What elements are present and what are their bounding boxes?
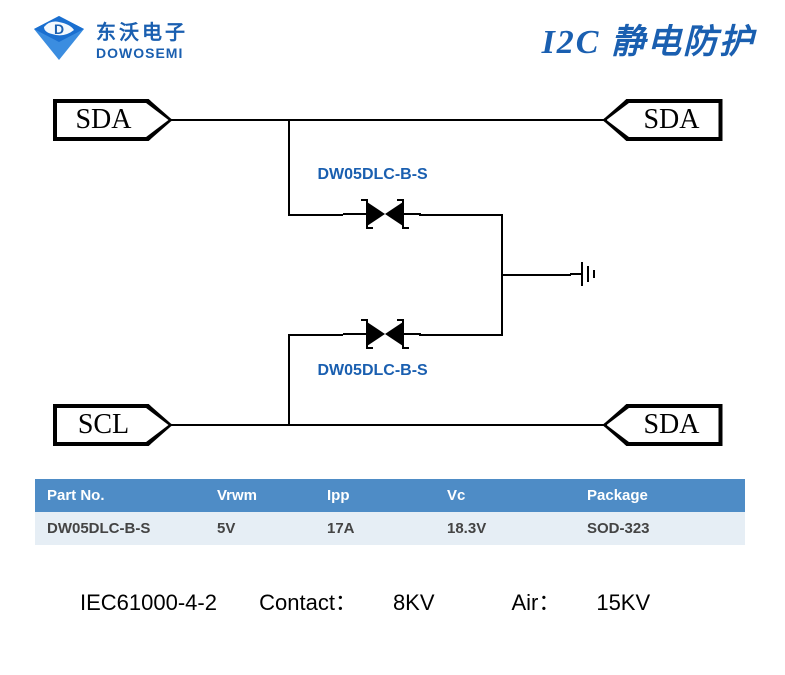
cell-vc: 18.3V	[435, 512, 575, 545]
wire-tvs-top-left	[288, 214, 343, 216]
table-row: DW05DLC-B-S 5V 17A 18.3V SOD-323	[35, 512, 745, 545]
spec-standard: IEC61000-4-2	[80, 590, 217, 615]
schematic-diagram: SDA SDA SCL SDA	[43, 84, 743, 464]
part-label-bottom: DW05DLC-B-S	[318, 362, 428, 380]
wire-tvs-bot-left	[288, 334, 343, 336]
page-title: I2C 静电防护	[542, 14, 755, 63]
header: D 东沃电子 DOWOSEMI I2C 静电防护	[0, 0, 785, 64]
logo-block: D 东沃电子 DOWOSEMI	[30, 12, 188, 64]
ground-icon	[568, 256, 608, 296]
tvs-diode-top	[341, 192, 421, 236]
signal-sda-out-bottom: SDA	[603, 404, 723, 446]
wire-tvs-bot-right	[419, 334, 503, 336]
wire-scl-rise	[288, 334, 290, 426]
col-partno: Part No.	[35, 479, 205, 512]
esd-spec-line: IEC61000-4-2 Contact：8KV Air：15KV	[80, 585, 785, 617]
signal-scl-in: SCL	[53, 404, 173, 446]
col-ipp: Ipp	[315, 479, 435, 512]
wire-tvs-top-right	[419, 214, 503, 216]
table-header-row: Part No. Vrwm Ipp Vc Package	[35, 479, 745, 512]
part-label-top: DW05DLC-B-S	[318, 166, 428, 184]
tvs-diode-bottom	[341, 312, 421, 356]
signal-sda-in-top: SDA	[53, 99, 173, 141]
wire-scl-bus	[171, 424, 605, 426]
spec-air: Air：15KV	[511, 590, 686, 615]
col-vrwm: Vrwm	[205, 479, 315, 512]
col-vc: Vc	[435, 479, 575, 512]
wire-sda-bus	[171, 119, 605, 121]
logo-icon: D	[30, 12, 88, 64]
spec-contact: Contact：8KV	[259, 590, 470, 615]
cell-vrwm: 5V	[205, 512, 315, 545]
brand-name-en: DOWOSEMI	[96, 45, 188, 61]
svg-text:D: D	[54, 21, 64, 37]
cell-partno: DW05DLC-B-S	[35, 512, 205, 545]
brand-name-cn: 东沃电子	[96, 16, 188, 45]
wire-sda-drop	[288, 119, 290, 214]
spec-table: Part No. Vrwm Ipp Vc Package DW05DLC-B-S…	[35, 479, 745, 545]
col-package: Package	[575, 479, 745, 512]
signal-sda-out-top: SDA	[603, 99, 723, 141]
cell-package: SOD-323	[575, 512, 745, 545]
cell-ipp: 17A	[315, 512, 435, 545]
wire-to-gnd	[501, 274, 571, 276]
